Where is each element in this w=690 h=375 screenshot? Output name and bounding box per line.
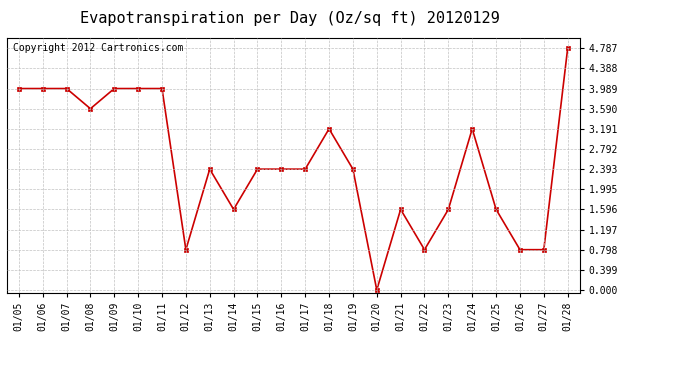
Text: Copyright 2012 Cartronics.com: Copyright 2012 Cartronics.com: [12, 43, 183, 52]
Text: Evapotranspiration per Day (Oz/sq ft) 20120129: Evapotranspiration per Day (Oz/sq ft) 20…: [80, 11, 500, 26]
